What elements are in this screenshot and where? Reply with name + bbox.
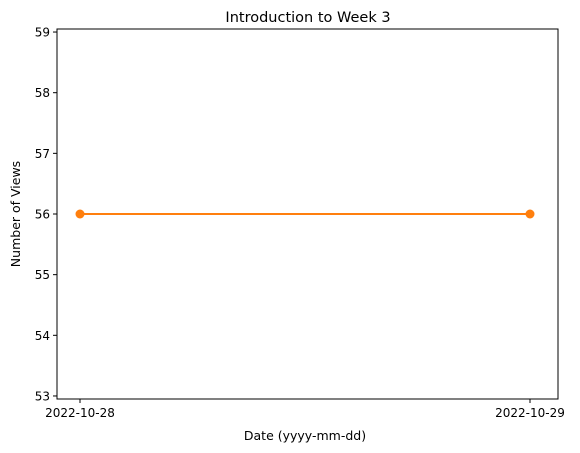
- y-tick-label: 59: [35, 26, 50, 40]
- chart-title: Introduction to Week 3: [225, 10, 390, 26]
- y-tick-label: 58: [35, 86, 50, 100]
- x-tick-label: 2022-10-28: [45, 406, 115, 420]
- x-axis: 2022-10-28 2022-10-29: [45, 399, 565, 420]
- y-axis-label: Number of Views: [8, 161, 23, 267]
- data-point: [75, 209, 85, 219]
- data-point: [525, 209, 535, 219]
- y-tick-label: 55: [35, 268, 50, 282]
- y-tick-label: 56: [35, 208, 50, 222]
- y-tick-label: 53: [35, 389, 50, 403]
- x-axis-label: Date (yyyy-mm-dd): [244, 428, 366, 443]
- y-axis: 53 54 55 56 57 58 59: [35, 26, 57, 403]
- y-tick-label: 54: [35, 329, 50, 343]
- series-layer: [75, 209, 535, 219]
- y-tick-label: 57: [35, 147, 50, 161]
- x-tick-label: 2022-10-29: [495, 406, 565, 420]
